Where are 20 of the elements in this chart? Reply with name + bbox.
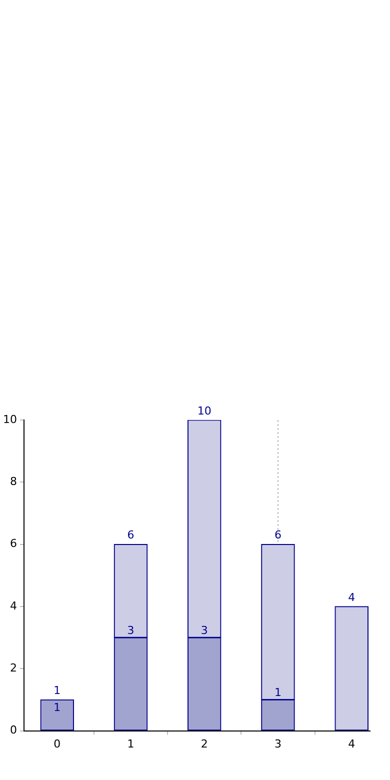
total-label: 10 bbox=[197, 404, 212, 418]
x-tick-label: 1 bbox=[127, 737, 134, 750]
y-tick-label: 0 bbox=[10, 724, 17, 737]
data-label: 1 bbox=[54, 701, 61, 714]
data-label: 1 bbox=[274, 686, 282, 700]
y-tick-label: 8 bbox=[10, 475, 17, 488]
x-tick-label: 3 bbox=[274, 737, 282, 750]
y-tick-label: 2 bbox=[10, 662, 17, 674]
x-tick-label: 2 bbox=[200, 737, 208, 750]
y-tick-label: 6 bbox=[10, 537, 17, 550]
total-label: 1 bbox=[54, 684, 61, 698]
y-tick-label: 10 bbox=[2, 412, 17, 426]
total-label: 6 bbox=[274, 528, 282, 542]
x-tick-label: 4 bbox=[348, 737, 356, 750]
x-tick-label: 0 bbox=[54, 737, 61, 750]
total-label: 6 bbox=[127, 528, 134, 542]
total-label: 4 bbox=[348, 590, 356, 604]
data-label: 3 bbox=[200, 624, 208, 637]
data-label: 3 bbox=[127, 624, 134, 637]
y-tick-label: 4 bbox=[10, 599, 17, 612]
